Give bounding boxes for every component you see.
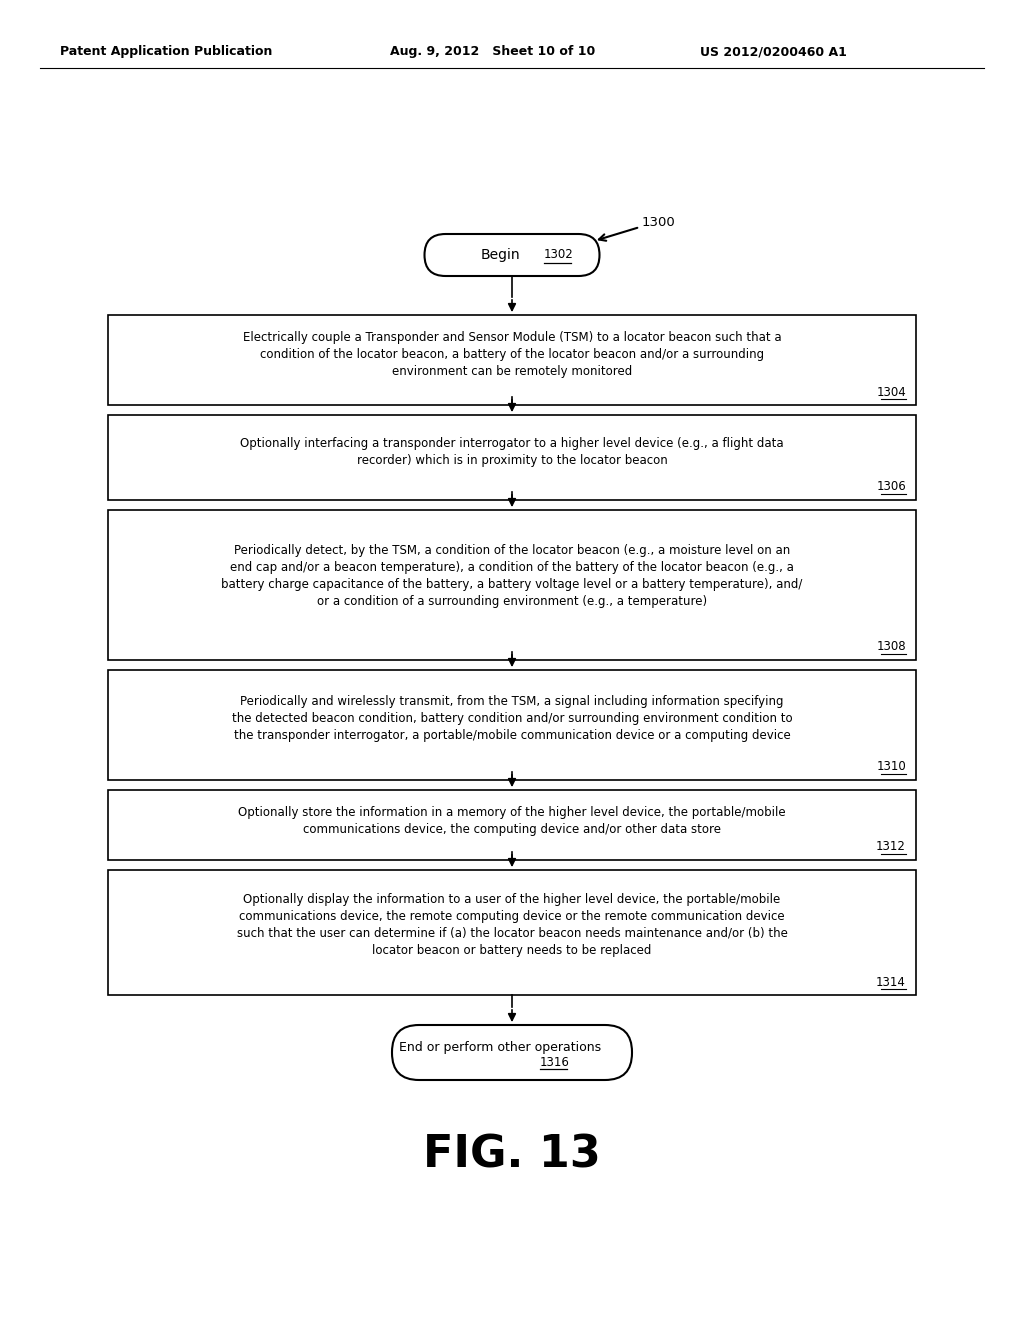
Text: 1312: 1312 xyxy=(877,841,906,854)
Bar xyxy=(108,789,916,861)
Text: 1310: 1310 xyxy=(877,760,906,774)
Text: Electrically couple a Transponder and Sensor Module (TSM) to a locator beacon su: Electrically couple a Transponder and Se… xyxy=(243,331,781,378)
Text: Optionally interfacing a transponder interrogator to a higher level device (e.g.: Optionally interfacing a transponder int… xyxy=(241,437,783,467)
Text: 1306: 1306 xyxy=(877,480,906,494)
Text: Begin: Begin xyxy=(480,248,520,261)
Text: 1302: 1302 xyxy=(544,248,573,261)
Bar xyxy=(108,315,916,405)
Bar xyxy=(108,414,916,500)
Text: 1314: 1314 xyxy=(877,975,906,989)
Text: 1308: 1308 xyxy=(877,640,906,653)
Text: 1316: 1316 xyxy=(540,1056,570,1069)
FancyBboxPatch shape xyxy=(425,234,599,276)
Text: Aug. 9, 2012   Sheet 10 of 10: Aug. 9, 2012 Sheet 10 of 10 xyxy=(390,45,595,58)
Text: Periodically and wirelessly transmit, from the TSM, a signal including informati: Periodically and wirelessly transmit, fr… xyxy=(231,694,793,742)
Text: Patent Application Publication: Patent Application Publication xyxy=(60,45,272,58)
Text: End or perform other operations: End or perform other operations xyxy=(399,1040,601,1053)
Bar xyxy=(108,510,916,660)
Text: US 2012/0200460 A1: US 2012/0200460 A1 xyxy=(700,45,847,58)
Bar xyxy=(108,870,916,995)
Text: Optionally store the information in a memory of the higher level device, the por: Optionally store the information in a me… xyxy=(239,805,785,836)
Text: 1300: 1300 xyxy=(642,216,676,230)
Text: Optionally display the information to a user of the higher level device, the por: Optionally display the information to a … xyxy=(237,894,787,957)
Text: FIG. 13: FIG. 13 xyxy=(423,1134,601,1176)
FancyBboxPatch shape xyxy=(392,1026,632,1080)
Bar xyxy=(108,671,916,780)
Text: 1304: 1304 xyxy=(877,385,906,399)
Text: Periodically detect, by the TSM, a condition of the locator beacon (e.g., a mois: Periodically detect, by the TSM, a condi… xyxy=(221,544,803,609)
